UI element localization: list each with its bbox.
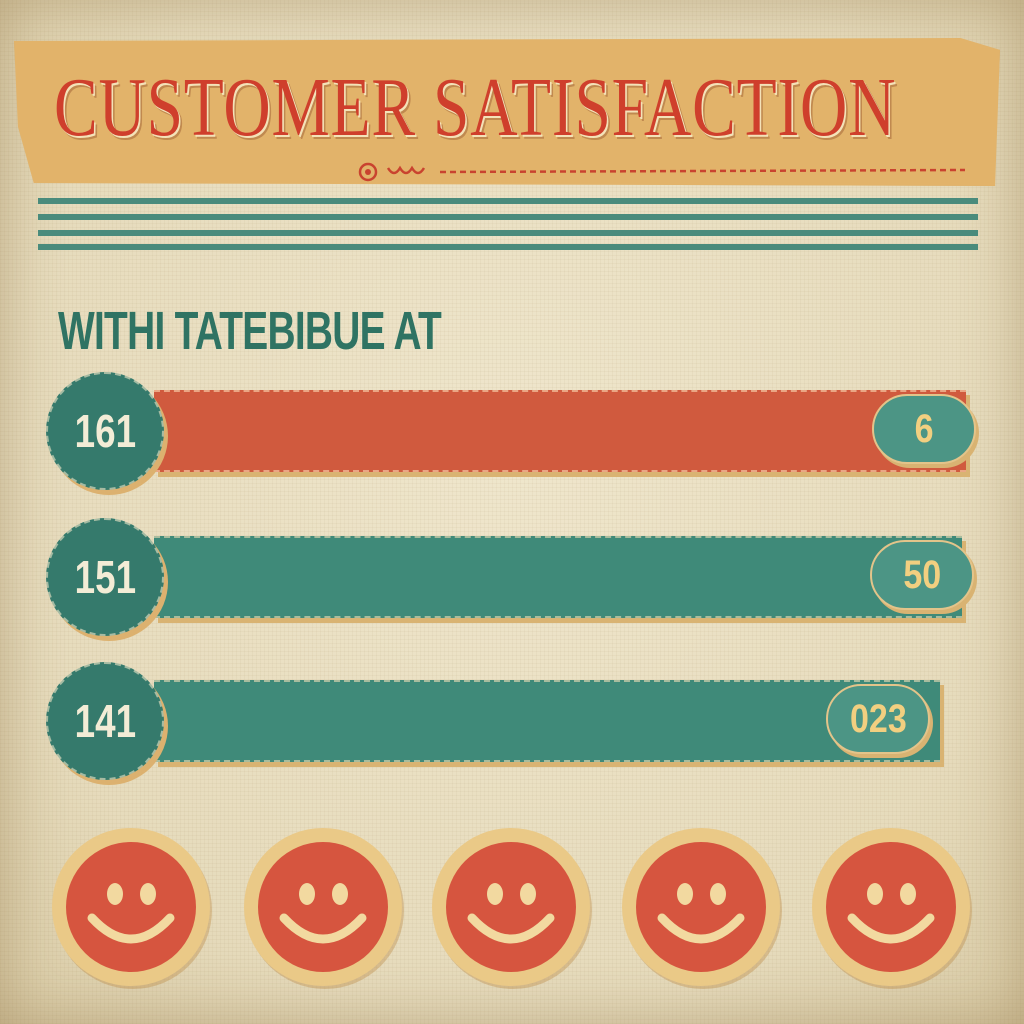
row-badge: 151: [46, 518, 164, 636]
rating-row: 161 6: [46, 372, 976, 492]
rating-row: 151 50: [46, 518, 976, 638]
divider-stripes: [38, 198, 978, 254]
row-badge: 161: [46, 372, 164, 490]
row-value: 023: [826, 684, 930, 754]
section-subtitle: WITHI TATEBIBUE AT: [58, 301, 442, 361]
smiley-face-icon: [812, 828, 970, 986]
row-value: 50: [870, 540, 974, 610]
rating-bar: [154, 536, 962, 618]
smiley-face-icon: [622, 828, 780, 986]
smiley-face-icon: [432, 828, 590, 986]
swash-ornament: [358, 162, 966, 182]
smiley-face-icon: [52, 828, 210, 986]
rating-bar: [154, 680, 940, 762]
row-badge: 141: [46, 662, 164, 780]
title-banner: [14, 38, 1000, 186]
rating-row: 141 023: [46, 662, 976, 782]
rating-bar: [154, 390, 966, 472]
smiley-face-icon: [244, 828, 402, 986]
row-value: 6: [872, 394, 976, 464]
page-title: CUSTOMER SATISFACTION: [54, 61, 897, 154]
